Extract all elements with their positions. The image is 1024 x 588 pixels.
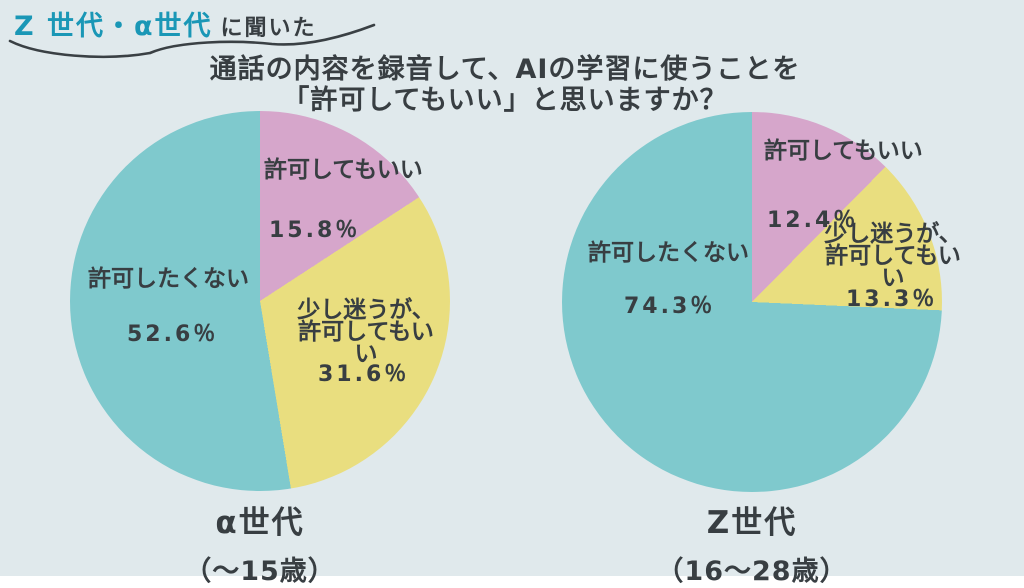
alpha-slice-value-permit: 15.8％ — [269, 218, 361, 243]
z-slice-label-hesitate-line2: 許可してもいい — [825, 243, 961, 291]
chart-question-title-line2: 「許可してもいい」と思いますか？ — [282, 85, 728, 116]
caption-alpha-generation-name: α世代 — [215, 505, 305, 541]
z-slice-value-deny: 74.3％ — [624, 294, 716, 319]
pie-chart-z-generation — [562, 112, 942, 492]
header-rest: に聞いた — [220, 16, 317, 41]
alpha-slice-value-deny: 52.6％ — [127, 322, 219, 347]
caption-z-generation-age: （16〜28歳） — [656, 556, 848, 587]
z-slice-label-permit: 許可してもいい — [764, 138, 923, 164]
header: Z 世代・α世代 に聞いた — [14, 4, 317, 43]
caption-alpha-generation: α世代 （〜15歳） — [70, 497, 450, 588]
alpha-slice-label-hesitate-line1: 少し迷うが、 — [297, 297, 435, 323]
pie-chart-alpha-generation — [70, 111, 450, 491]
alpha-slice-value-hesitate: 31.6％ — [318, 362, 410, 387]
swoosh-underline-decoration — [8, 23, 376, 59]
z-slice-label-deny: 許可したくない — [588, 240, 749, 266]
caption-alpha-generation-age: （〜15歳） — [184, 556, 336, 587]
chart-question-title: 通話の内容を録音して、AIの学習に使うことを 「許可してもいい」と思いますか？ — [110, 54, 900, 116]
caption-z-generation-name: Z世代 — [706, 505, 798, 541]
z-slice-value-permit: 12.4％ — [767, 208, 859, 233]
header-highlight: Z 世代・α世代 — [14, 11, 213, 42]
alpha-slice-label-deny: 許可したくない — [88, 266, 249, 292]
z-slice-label-hesitate-line1: 少し迷うが、 — [824, 221, 962, 247]
alpha-slice-label-permit: 許可してもいい — [264, 157, 423, 183]
caption-z-generation: Z世代 （16〜28歳） — [562, 497, 942, 588]
z-slice-value-hesitate: 13.3％ — [846, 287, 938, 312]
alpha-slice-label-hesitate-line2: 許可してもいい — [298, 319, 434, 367]
chart-question-title-line1: 通話の内容を録音して、AIの学習に使うことを — [209, 54, 801, 85]
z-slice-label-hesitate: 少し迷うが、 許可してもいい — [816, 221, 970, 291]
alpha-slice-label-hesitate: 少し迷うが、 許可してもいい — [288, 297, 444, 367]
